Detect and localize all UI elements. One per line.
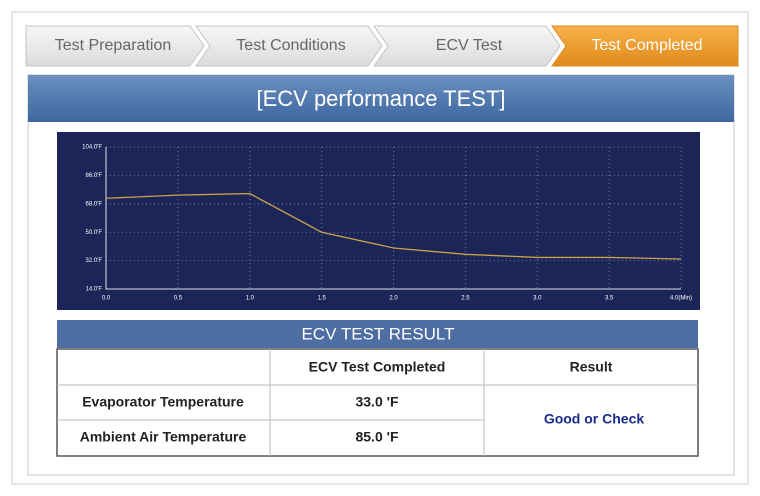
x-tick-label: 3.5 [605, 296, 614, 302]
step-tab[interactable] [195, 25, 383, 67]
step-label[interactable]: Test Preparation [55, 37, 172, 54]
step-label[interactable]: Test Conditions [236, 37, 345, 54]
row-label: Evaporator Temperature [82, 394, 244, 410]
y-tick-label: 14.0'F [86, 287, 103, 293]
table-border [56, 348, 699, 457]
result-header [57, 320, 698, 348]
x-tick-label: 1.5 [317, 296, 326, 302]
step-label[interactable]: ECV Test [436, 37, 503, 54]
column-header: ECV Test Completed [309, 359, 446, 375]
step-tab[interactable] [551, 25, 739, 67]
column-header: Result [570, 359, 613, 375]
x-tick-label: 0.0 [102, 296, 111, 302]
step-label[interactable]: Test Completed [591, 37, 702, 54]
x-tick-label: 4.0(Min) [670, 296, 692, 302]
step-tab[interactable] [373, 25, 561, 67]
result-table [56, 348, 699, 457]
cell: 85.0 'F [355, 429, 398, 445]
chart: 14.0'F 32.0'F 50.0'F 68.0'F 86.0'F 104.0'F 0.0… [82, 145, 692, 302]
result-title: ECV TEST RESULT [301, 324, 454, 343]
y-tick-label: 86.0'F [86, 173, 103, 179]
header-bar [28, 75, 734, 122]
x-tick-label: 0.5 [174, 296, 183, 302]
cell: 33.0 'F [355, 394, 398, 410]
verdict: Good or Check [544, 411, 645, 427]
y-tick-label: 50.0'F [86, 230, 103, 236]
page-title: [ECV performance TEST] [256, 86, 505, 111]
step-tab[interactable] [25, 25, 205, 67]
y-tick-label: 32.0'F [86, 258, 103, 264]
x-tick-label: 2.0 [389, 296, 398, 302]
y-tick-label: 68.0'F [86, 201, 103, 207]
step-bar: Test Preparation Test Conditions ECV Test T… [25, 25, 739, 67]
axis [105, 147, 681, 290]
y-tick-label: 104.0'F [82, 145, 102, 151]
data-line [105, 192, 682, 260]
x-tick-label: 3.0 [533, 296, 542, 302]
chart-panel [57, 132, 700, 310]
row-label: Ambient Air Temperature [80, 429, 247, 445]
x-tick-label: 2.5 [461, 296, 470, 302]
x-tick-label: 1.0 [246, 296, 255, 302]
